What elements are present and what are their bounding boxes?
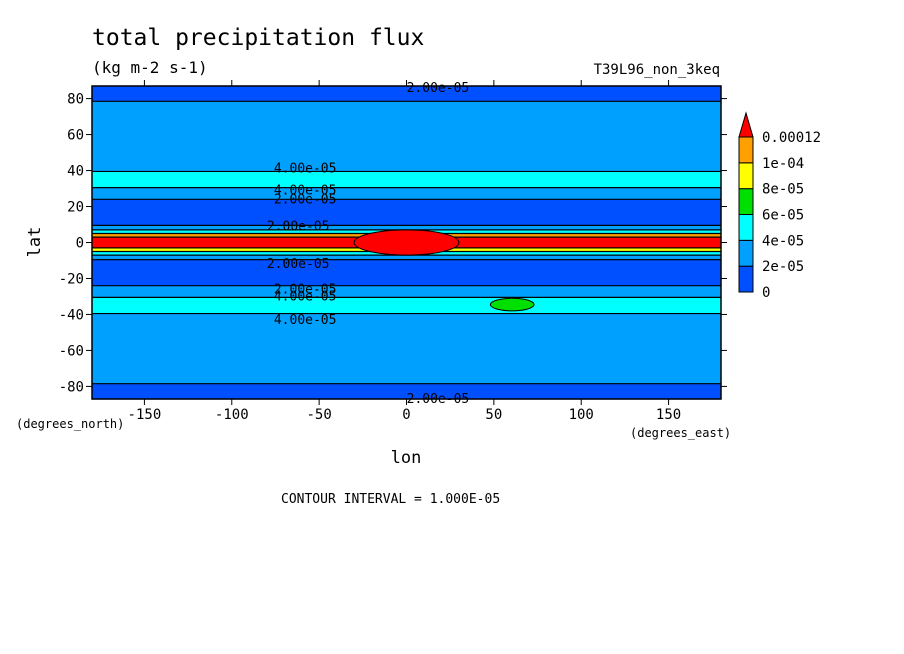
zonal-band — [92, 383, 721, 391]
y-tick-label: -60 — [59, 343, 84, 359]
x-tick-label: 50 — [485, 407, 502, 423]
equatorial-maximum — [353, 229, 460, 256]
precipitation-field — [92, 86, 721, 400]
zonal-band — [92, 396, 721, 400]
zonal-band — [92, 297, 721, 304]
colorbar-swatch — [738, 214, 754, 241]
zonal-band — [92, 118, 721, 130]
zonal-band — [92, 187, 721, 194]
zonal-band — [92, 206, 721, 215]
x-tick-label: 0 — [402, 407, 410, 423]
colorbar-label: 0 — [762, 285, 770, 301]
colorbar-swatch — [738, 136, 754, 164]
zonal-band — [92, 157, 721, 166]
zonal-band — [92, 94, 721, 102]
contour-label: 2.00e-05 — [267, 219, 330, 234]
zonal-band — [92, 376, 721, 385]
x-tick-label: 100 — [569, 407, 594, 423]
contour-label: 4.00e-05 — [274, 289, 337, 304]
contour-label: 2.00e-05 — [267, 257, 330, 272]
y-tick-label: 20 — [67, 200, 84, 216]
colorbar: 0.00012 1e-04 8e-05 6e-05 4e-05 2e-05 0 — [738, 111, 821, 301]
x-axis-units: (degrees_east) — [630, 426, 731, 440]
x-axis-label: lon — [391, 448, 422, 468]
chart-units: (kg m-2 s-1) — [92, 58, 208, 77]
zonal-band — [92, 139, 721, 149]
y-axis-label: lat — [25, 227, 45, 258]
zonal-band — [92, 88, 721, 96]
zonal-band — [92, 302, 721, 309]
contour-label: 4.00e-05 — [274, 162, 337, 177]
zonal-band — [92, 129, 721, 140]
y-axis-units: (degrees_north) — [16, 417, 124, 431]
y-tick-label: -20 — [59, 271, 84, 287]
zonal-band — [92, 327, 721, 338]
x-tick-label: -50 — [306, 407, 331, 423]
colorbar-label: 2e-05 — [762, 259, 804, 275]
zonal-band — [92, 313, 721, 321]
zonal-band — [92, 390, 721, 397]
colorbar-label: 1e-04 — [762, 156, 804, 172]
zonal-band — [92, 345, 721, 357]
zonal-band — [92, 171, 721, 178]
zonal-band — [92, 86, 721, 90]
x-axis-ticks: -150 -100 -50 0 50 100 150 — [128, 80, 681, 423]
zonal-band — [92, 108, 721, 119]
y-axis-ticks: 80 60 40 20 0 -20 -40 -60 -80 — [59, 92, 727, 395]
chart-title: total precipitation flux — [92, 25, 424, 51]
zonal-band — [92, 278, 721, 287]
zonal-band — [92, 182, 721, 189]
x-tick-label: -100 — [215, 407, 249, 423]
zonal-band — [92, 259, 721, 266]
run-label: T39L96_non_3keq — [594, 62, 720, 78]
y-tick-label: -40 — [59, 307, 84, 323]
colorbar-label: 6e-05 — [762, 208, 804, 224]
zonal-band — [92, 213, 721, 221]
colorbar-swatch — [738, 265, 754, 293]
contour-label: 2.00e-05 — [274, 282, 337, 297]
zonal-band — [92, 225, 721, 231]
x-tick-label: 150 — [656, 407, 681, 423]
zonal-band — [92, 199, 721, 208]
contour-label: 4.00e-05 — [274, 313, 337, 328]
zonal-band — [92, 336, 721, 347]
zonal-band — [92, 148, 721, 158]
colorbar-label: 8e-05 — [762, 182, 804, 198]
south-midlatitude-maximum — [489, 297, 535, 312]
contour-labels: 2.00e-054.00e-054.00e-052.00e-052.00e-05… — [267, 81, 469, 407]
x-tick-label: -150 — [128, 407, 162, 423]
zonal-band — [92, 308, 721, 315]
zonal-band — [92, 366, 721, 378]
contour-interval: CONTOUR INTERVAL = 1.000E-05 — [281, 492, 500, 507]
zonal-band — [92, 355, 721, 368]
zonal-band — [92, 285, 721, 293]
colorbar-swatch — [738, 162, 754, 190]
zonal-band — [92, 264, 721, 272]
zonal-band — [92, 291, 721, 298]
zonal-band — [92, 319, 721, 329]
zonal-band — [92, 220, 721, 227]
y-tick-label: 40 — [67, 164, 84, 180]
colorbar-label: 0.00012 — [762, 130, 821, 146]
colorbar-label: 4e-05 — [762, 233, 804, 249]
colorbar-swatch — [738, 239, 754, 267]
zonal-band — [92, 101, 721, 110]
zonal-band — [92, 193, 721, 200]
zonal-band — [92, 165, 721, 173]
contour-label: 2.00e-05 — [407, 81, 470, 96]
y-tick-label: 60 — [67, 128, 84, 144]
contour-label: 4.00e-05 — [274, 183, 337, 198]
colorbar-overflow-arrow — [738, 111, 754, 138]
zonal-band — [92, 255, 721, 261]
contour-label: 2.00e-05 — [274, 192, 337, 207]
colorbar-swatch — [738, 188, 754, 216]
y-tick-label: -80 — [59, 379, 84, 395]
zonal-band — [92, 271, 721, 280]
zonal-band — [92, 176, 721, 183]
y-tick-label: 0 — [76, 236, 84, 252]
y-tick-label: 80 — [67, 92, 84, 108]
